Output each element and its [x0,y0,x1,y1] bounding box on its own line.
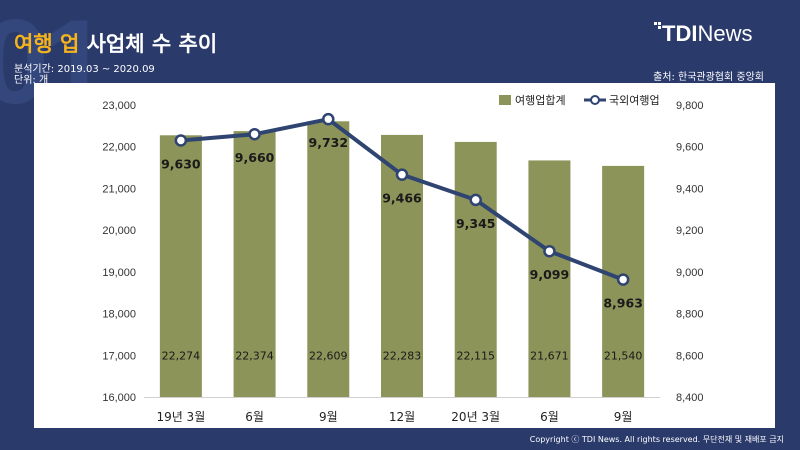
bar [528,160,571,397]
legend-bar-label: 여행업합계 [515,94,566,107]
y-right-tick: 9,400 [676,183,704,195]
logo-text: TDINews [662,21,753,46]
line-value-label: 9,466 [382,191,422,206]
y-left-tick: 17,000 [102,350,136,362]
tdi-news-logo: TDINews [654,20,784,48]
line-value-label: 9,732 [309,135,349,150]
line-value-label: 8,963 [603,296,643,311]
bar-value-label: 22,374 [235,349,274,362]
line-value-label: 9,345 [456,216,496,231]
y-left-tick: 20,000 [102,225,136,237]
unit-label: 단위: 개 [14,75,49,86]
line-point [248,127,261,141]
y-left-tick: 22,000 [102,142,136,154]
source-label: 출처: 한국관광협회 중앙회 [653,72,764,83]
line-point [322,112,335,126]
y-left-tick: 16,000 [102,392,136,404]
y-right-tick: 9,600 [676,142,704,154]
y-right-tick: 8,400 [676,392,704,404]
y-left-tick: 21,000 [102,183,136,195]
line-point [616,273,630,286]
chart-panel: 16,000 17,000 18,000 19,000 20,000 21,000 22,0… [34,83,775,428]
y-left-tick: 23,000 [102,100,136,112]
title-rest: 사업체 수 추이 [86,32,218,56]
title-accent: 여행 업 [14,32,80,56]
logo-mark-icon [654,20,662,48]
line-point [543,244,556,258]
bar [233,131,276,397]
x-tick-label: 6월 [540,410,559,424]
x-tick-label: 6월 [245,410,264,424]
analysis-period: 분석기간: 2019.03 ~ 2020.09 [14,64,155,75]
x-tick-label: 12월 [389,410,415,424]
y-right-tick: 9,000 [676,267,704,279]
chart-svg: 16,000 17,000 18,000 19,000 20,000 21,000 22,0… [102,94,704,424]
y-right-tick: 8,600 [676,350,704,362]
line-value-label: 9,099 [530,267,570,282]
x-tick-label: 9월 [614,410,633,424]
bar-value-label: 21,671 [530,349,569,362]
x-tick-label: 20년 3월 [451,410,500,424]
line-point [174,134,188,147]
page-title: 여행 업 사업체 수 추이 [14,28,217,58]
bar-value-label: 22,115 [456,349,495,362]
y-right-tick: 9,800 [676,100,704,112]
copyright-notice: Copyright ⓒ TDI News. All rights reserve… [529,435,784,444]
line-value-label: 9,630 [161,156,201,171]
bar [307,121,350,397]
y-left-tick: 19,000 [102,267,136,279]
x-tick-label: 9월 [319,410,338,424]
line-point [469,193,482,207]
x-tick-label: 19년 3월 [156,410,205,424]
legend-bar-swatch [499,95,511,105]
y-left-tick: 18,000 [102,309,136,321]
y-right-tick: 8,800 [676,309,704,321]
y-right-tick: 9,200 [676,225,704,237]
line-value-label: 9,660 [235,150,275,165]
legend-line-marker [590,95,600,105]
legend-line-label: 국외여행업 [609,94,660,107]
bar-value-label: 22,274 [162,349,201,362]
bar-value-label: 21,540 [604,349,643,362]
bar [454,141,497,397]
bar [159,135,202,397]
bar-value-label: 22,283 [383,349,422,362]
line-point [395,168,409,181]
bar-value-label: 22,609 [309,349,348,362]
